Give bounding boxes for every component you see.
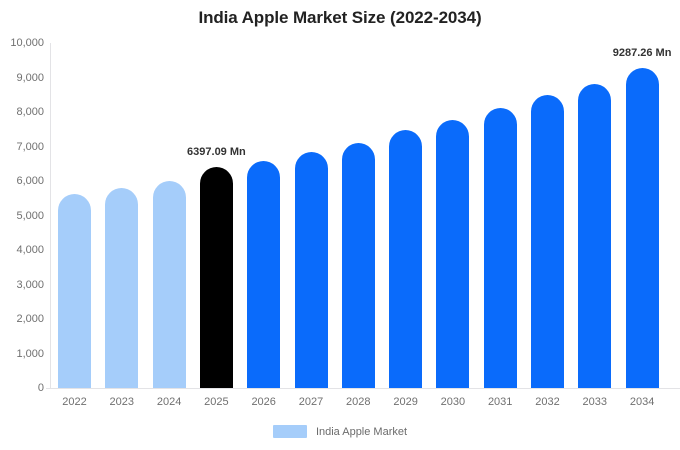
x-axis-tick-2026: 2026: [251, 396, 276, 408]
bar-2033[interactable]: [578, 84, 612, 388]
x-axis-line: [46, 388, 680, 389]
bar-2030[interactable]: [436, 119, 470, 388]
chart-legend: India Apple Market: [0, 425, 680, 438]
bar-group-2029[interactable]: [389, 43, 423, 388]
legend-swatch-india-apple-market: [272, 425, 307, 438]
bar-2023[interactable]: [105, 187, 139, 388]
bar-group-2032[interactable]: [531, 43, 564, 388]
bar-2028[interactable]: [341, 143, 375, 388]
bar-2029[interactable]: [389, 129, 423, 388]
x-axis-tick-2030: 2030: [440, 396, 466, 408]
x-axis-tick-2033: 2033: [582, 396, 608, 408]
bar-2031[interactable]: [483, 107, 517, 388]
y-axis-tick-10000: 10,000: [10, 37, 44, 49]
legend-label-india-apple-market: India Apple Market: [315, 425, 408, 438]
bar-group-2024[interactable]: [152, 43, 186, 388]
x-axis-tick-2032: 2032: [535, 396, 560, 408]
y-axis-line: [50, 43, 51, 388]
x-axis-tick-2031: 2031: [487, 396, 513, 408]
y-axis-tick-6000: 6,000: [16, 175, 44, 187]
y-axis-tick-1000: 1,000: [16, 347, 44, 360]
y-axis-tick-5000: 5,000: [16, 209, 44, 222]
y-axis-tick-8000: 8,000: [16, 106, 44, 118]
x-axis-tick-2024: 2024: [156, 396, 182, 408]
x-axis-tick-2029: 2029: [393, 396, 418, 408]
y-axis-tick-0: 0: [37, 382, 44, 394]
bar-group-2030[interactable]: [436, 43, 470, 388]
bar-value-label-2034: 9287.26 Mn: [612, 46, 672, 59]
y-axis-tick-4000: 4,000: [16, 244, 44, 256]
bar-group-2027[interactable]: [294, 43, 328, 388]
bar-2027[interactable]: [294, 152, 328, 388]
bar-group-2031[interactable]: [483, 43, 517, 388]
bar-group-2033[interactable]: [578, 43, 612, 388]
bar-group-2028[interactable]: [341, 43, 375, 388]
bar-2032[interactable]: [531, 95, 564, 388]
plot-area: 6397.09 Mn 9287.26 Mn: [50, 43, 680, 388]
y-axis-tick-7000: 7,000: [16, 140, 44, 153]
bar-2026[interactable]: [247, 161, 281, 388]
bar-group-2023[interactable]: [105, 43, 139, 388]
bar-2024[interactable]: [152, 181, 186, 388]
x-axis-tick-2025: 2025: [204, 396, 229, 408]
bar-value-label-2025: 6397.09 Mn: [187, 146, 246, 159]
y-axis-tick-3000: 3,000: [16, 278, 44, 291]
x-axis-tick-2022: 2022: [62, 396, 87, 408]
chart-title: India Apple Market Size (2022-2034): [198, 8, 482, 27]
y-axis-tick-labels: 10,000 9,000 8,000 7,000 6,000 5,000 4,000 3,00…: [0, 0, 44, 450]
bar-group-2025[interactable]: 6397.09 Mn: [187, 43, 246, 388]
x-axis-tick-2028: 2028: [346, 396, 371, 408]
bar-2034[interactable]: [625, 67, 659, 388]
x-axis-tick-2034: 2034: [629, 396, 655, 408]
y-axis-tick-9000: 9,000: [16, 71, 44, 84]
y-axis-tick-2000: 2,000: [16, 313, 44, 325]
x-axis-tick-2027: 2027: [298, 396, 324, 408]
bar-2022[interactable]: [58, 194, 91, 388]
bar-group-2026[interactable]: [247, 43, 281, 388]
bar-group-2022[interactable]: [58, 43, 91, 388]
x-axis-tick-2023: 2023: [109, 396, 135, 408]
bar-2025[interactable]: [199, 167, 233, 388]
bar-group-2034[interactable]: 9287.26 Mn: [613, 43, 671, 388]
